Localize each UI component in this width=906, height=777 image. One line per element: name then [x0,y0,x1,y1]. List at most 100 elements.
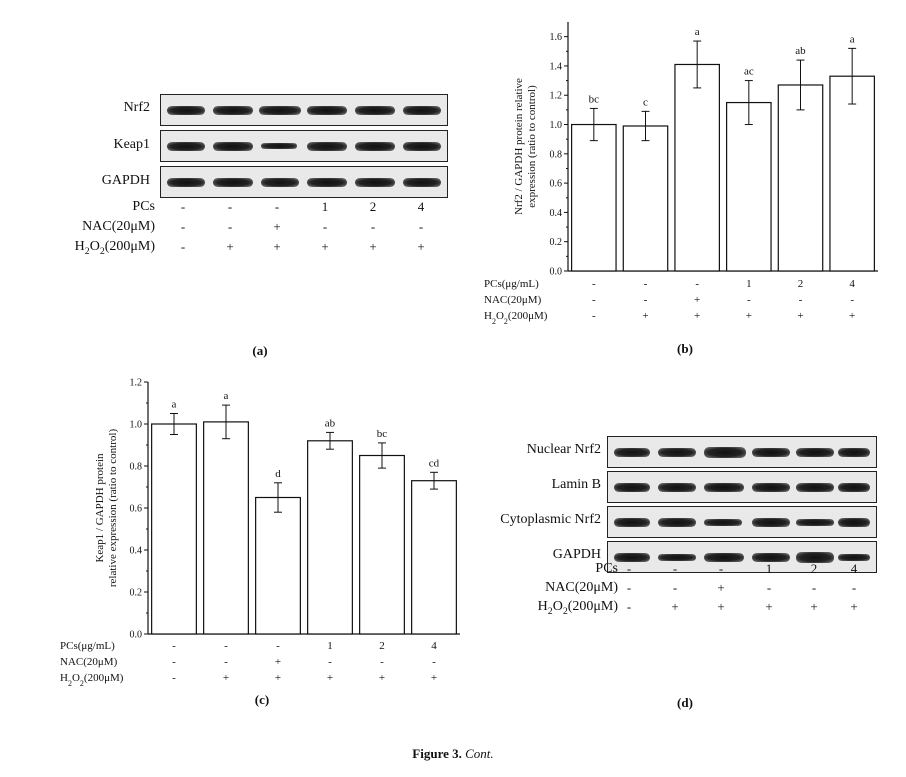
treatment-value: - [227,219,233,234]
treatment-value: + [717,599,725,614]
blot-gapdh-d [607,541,877,573]
band [307,142,347,151]
treatment-value: + [223,672,229,684]
treatment-value: + [431,672,437,684]
treatment-value: - [672,580,678,595]
treatment-label-part: O [72,672,80,684]
band [796,448,834,457]
bar [571,123,617,272]
blot-nuclear-nrf2 [607,436,877,468]
treatment-value: - [224,640,228,652]
treatment-label: H2O2(200μM) [537,599,618,617]
band [614,553,650,562]
significance-letter: bc [377,428,388,440]
treatment-value: - [672,561,678,576]
treatment-label-part: (200μM) [84,672,124,684]
blot-cytoplasmic-nrf2 [607,506,877,538]
treatment-value: - [626,599,632,614]
treatment-value: - [747,294,751,306]
y-tick-label: 0.8 [550,149,563,160]
significance-letter: a [695,26,700,38]
panel-caption: (a) [252,343,268,358]
treatment-value: - [370,219,376,234]
treatment-label: H2O2(200μM) [74,239,155,257]
significance-letter: a [172,399,177,411]
treatment-label: H2O2(200μM) [60,672,124,688]
band [307,106,347,115]
band [213,142,253,151]
treatment-value: - [432,656,436,668]
panel-a: Nrf2 Keap1 GAPDH PCs - - - 1 2 4 NAC(20μM) - - + - -… [0,0,460,370]
treatment-value: + [849,310,855,322]
y-tick-label: 1.2 [130,378,143,389]
band [355,106,395,115]
treatment-label: NAC(20μM) [484,294,542,306]
treatment-value: - [592,310,596,322]
bar [777,84,824,272]
significance-letter: d [275,468,281,480]
treatment-label: NAC(20μM) [545,580,618,595]
bar [674,63,720,272]
y-tick-label: 0.4 [550,208,563,219]
panel-caption: (d) [677,695,693,710]
treatment-label: PCs(μg/mL) [484,278,539,290]
treatment-label-part: O [496,310,504,322]
band [259,106,301,115]
y-tick-label: 1.2 [550,91,563,102]
treatment-value: - [180,219,186,234]
treatment-value: + [850,599,858,614]
panel-d: Nuclear Nrf2 Lamin B Cytoplasmic Nrf2 GA… [460,370,906,715]
panel-caption: (c) [255,692,269,707]
treatment-value: - [380,656,384,668]
y-tick-label: 0.0 [130,630,143,641]
treatment-value: - [644,278,648,290]
treatment-value: + [746,310,752,322]
treatment-value: 2 [369,199,377,214]
y-tick-label: 0.0 [550,267,563,278]
treatment-value: + [273,219,281,234]
y-tick-label: 0.6 [550,179,563,190]
treatment-value: - [592,294,596,306]
band [167,142,205,151]
treatment-value: 1 [321,199,329,214]
band [167,178,205,187]
y-tick-label: 0.2 [130,588,143,599]
band [403,106,441,115]
treatment-value: - [766,580,772,595]
treatment-value: - [851,580,857,595]
treatment-value: 1 [746,278,752,290]
y-tick-label: 0.8 [130,462,143,473]
blot-label: Cytoplasmic Nrf2 [500,512,601,527]
treatment-value: - [172,640,176,652]
treatment-value: 2 [798,278,804,290]
y-axis-label: expression (ratio to control) [526,85,538,208]
treatment-label-part: 2 [504,317,508,326]
treatment-value: + [275,656,281,668]
band [704,483,744,492]
treatment-value: - [227,199,233,214]
treatment-value: - [626,561,632,576]
band [403,142,441,151]
treatment-value: - [799,294,803,306]
treatment-value: - [172,672,176,684]
bar [151,423,197,635]
significance-letter: ab [325,417,336,429]
treatment-label-part: 2 [80,679,84,688]
treatment-value: + [642,310,648,322]
blot-label: Nuclear Nrf2 [526,442,601,457]
band [261,178,299,187]
blot-keap1 [160,130,448,162]
y-tick-label: 1.4 [550,61,563,72]
treatment-value: + [275,672,281,684]
treatment-value: - [850,294,854,306]
blot-label: Nrf2 [123,100,150,115]
band [658,554,696,561]
blot-label: GAPDH [101,173,150,188]
band [403,178,441,187]
treatment-value: 2 [379,640,385,652]
treatment-value: 2 [810,561,818,576]
bar [622,125,669,272]
significance-letter: ab [795,45,806,57]
band [752,483,790,492]
treatment-value: + [765,599,773,614]
